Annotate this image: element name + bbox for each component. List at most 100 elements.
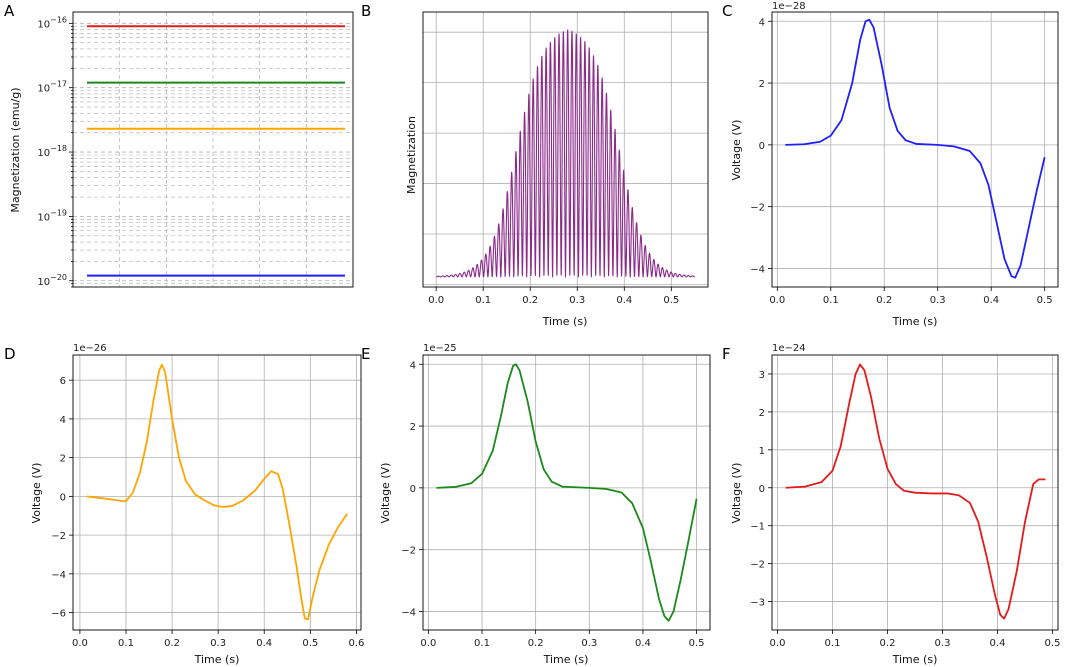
panel-e-ytick-label: 4	[410, 360, 416, 371]
panel-d-yticks: −6 −4 −2 0 2 4 6	[51, 376, 73, 620]
panel-b-series	[435, 29, 696, 278]
panel-e-xticks: 0.0 0.1 0.2 0.3 0.4 0.5	[420, 630, 705, 649]
panel-c-xtick-label: 0.3	[930, 295, 946, 306]
panel-c-label: C	[722, 2, 732, 20]
panel-c-xticks: 0.0 0.1 0.2 0.3 0.4 0.5	[769, 287, 1053, 306]
panel-e-label: E	[361, 345, 370, 363]
panel-c-series	[785, 18, 1046, 279]
panel-d-xticks: 0.0 0.1 0.2 0.3 0.4 0.5 0.6	[72, 630, 364, 649]
panel-d-xtick-label: 0.5	[302, 638, 318, 649]
panel-f-xtick-label: 0.0	[770, 638, 786, 649]
panel-c-xtick-label: 0.0	[769, 295, 785, 306]
panel-f-label: F	[722, 345, 731, 363]
panel-d-grid	[73, 355, 361, 630]
panel-c-grid	[772, 12, 1058, 287]
panel-a-ytick-label: 10−16	[37, 15, 67, 30]
panel-d-label: D	[4, 345, 16, 363]
panel-a-label: A	[4, 2, 15, 20]
panel-e-xtick-label: 0.3	[581, 638, 597, 649]
panel-b-label: B	[361, 2, 371, 20]
panel-d-ytick-label: 0	[60, 492, 66, 503]
panel-f-xtick-label: 0.5	[1045, 638, 1061, 649]
panel-c-ytick-label: −2	[750, 203, 765, 214]
panel-f-ytick-label: −3	[750, 598, 765, 609]
panel-d-xtick-label: 0.3	[210, 638, 226, 649]
panel-d-ytick-label: −2	[51, 531, 66, 542]
panel-c-yticks: −4 −2 0 2 4	[750, 17, 772, 275]
panel-e-offset: 1e−25	[423, 343, 457, 354]
panel-d-ylabel: Voltage (V)	[30, 463, 43, 524]
panel-d-xlabel: Time (s)	[194, 653, 240, 666]
panel-f-xticks: 0.0 0.1 0.2 0.3 0.4 0.5	[770, 630, 1061, 649]
panel-b-xtick-label: 0.5	[663, 295, 679, 306]
panel-f-xtick-label: 0.1	[825, 638, 841, 649]
panel-f-xtick-label: 0.2	[880, 638, 896, 649]
panel-f-ytick-label: 0	[759, 484, 765, 495]
panel-f-offset: 1e−24	[772, 343, 806, 354]
panel-d-xtick-label: 0.2	[164, 638, 180, 649]
panel-e-xtick-label: 0.5	[689, 638, 705, 649]
panel-a-ytick-label: 10−17	[37, 80, 67, 95]
panel-f-ylabel: Voltage (V)	[730, 463, 743, 524]
panel-f-xtick-label: 0.3	[935, 638, 951, 649]
panel-f-ytick-label: 1	[759, 446, 765, 457]
panel-c-xtick-label: 0.5	[1037, 295, 1053, 306]
panel-d-frame	[72, 354, 362, 631]
panel-c-ylabel: Voltage (V)	[730, 120, 743, 181]
panel-f-frame	[771, 354, 1059, 631]
panel-a-frame	[72, 11, 354, 288]
panel-c-xtick-label: 0.4	[983, 295, 999, 306]
panel-f-xtick-label: 0.4	[990, 638, 1006, 649]
panel-a: 10−16 10−17 10−18 10−19 10−20 A Magnetizatio…	[4, 2, 354, 288]
panel-d-xtick-label: 0.1	[118, 638, 134, 649]
panel-c-frame	[771, 11, 1059, 288]
panel-a-ytick-label: 10−19	[37, 208, 67, 223]
panel-d-ytick-label: 2	[60, 454, 66, 465]
panel-e-xtick-label: 0.1	[474, 638, 490, 649]
panel-f-line	[785, 363, 1046, 620]
panel-e-ytick-label: −2	[401, 546, 416, 557]
panel-d-offset: 1e−26	[73, 343, 107, 354]
panel-d-ytick-label: 6	[60, 376, 66, 387]
panel-c-ytick-label: 0	[759, 141, 765, 152]
panel-c: 0.0 0.1 0.2 0.3 0.4 0.5 −4 −2 0 2 4 1e−28 C Time …	[722, 1, 1059, 328]
panel-b-xtick-label: 0.1	[475, 295, 491, 306]
panel-c-ytick-label: −4	[750, 264, 765, 275]
panel-b: 0.0 0.1 0.2 0.3 0.4 0.5 B Time (s) Magnetizat…	[361, 2, 709, 328]
panel-b-xtick-label: 0.0	[428, 295, 444, 306]
panel-d-xtick-label: 0.6	[348, 638, 364, 649]
panel-e-ytick-label: 0	[410, 484, 416, 495]
panel-b-xtick-label: 0.3	[569, 295, 585, 306]
panel-d-ytick-label: −4	[51, 570, 66, 581]
panel-f-series	[785, 363, 1046, 620]
panel-c-line	[785, 18, 1046, 279]
panel-f-ytick-label: 2	[759, 408, 765, 419]
panel-e-xtick-label: 0.4	[635, 638, 651, 649]
panel-e-yticks: −4 −2 0 2 4	[401, 360, 423, 618]
panel-b-xtick-label: 0.4	[616, 295, 632, 306]
panel-e-series	[436, 363, 698, 622]
panel-f-yticks: −3 −2 −1 0 1 2 3	[750, 370, 772, 609]
panel-c-xlabel: Time (s)	[892, 315, 938, 328]
panel-a-ytick-label: 10−20	[37, 273, 67, 288]
panel-e-ytick-label: −4	[401, 607, 416, 618]
panel-e-grid	[423, 355, 710, 630]
panel-a-grid	[73, 12, 353, 288]
panel-f-grid	[772, 355, 1058, 630]
panel-b-xticks: 0.0 0.1 0.2 0.3 0.4 0.5	[428, 287, 679, 306]
panel-c-offset: 1e−28	[772, 1, 806, 12]
panel-b-ylabel: Magnetization	[405, 116, 418, 194]
panel-f-xlabel: Time (s)	[892, 653, 938, 666]
panel-c-xtick-label: 0.2	[876, 295, 892, 306]
panel-e-ytick-label: 2	[410, 422, 416, 433]
panel-f-ytick-label: −2	[750, 560, 765, 571]
panel-a-yticks: 10−16 10−17 10−18 10−19 10−20	[37, 15, 73, 288]
panel-f: 0.0 0.1 0.2 0.3 0.4 0.5 −3 −2 −1 0 1 2 3 1e−24 F Ti…	[722, 343, 1060, 666]
panel-d: 0.0 0.1 0.2 0.3 0.4 0.5 0.6 −6 −4 −2 0 2 4 6 1e−26 D…	[4, 343, 364, 666]
panel-b-xlabel: Time (s)	[542, 315, 588, 328]
panel-f-ytick-label: −1	[750, 522, 765, 533]
panel-e-frame	[422, 354, 711, 631]
panel-d-series	[86, 363, 348, 621]
panel-e: 0.0 0.1 0.2 0.3 0.4 0.5 −4 −2 0 2 4 1e−25 E Time …	[361, 343, 711, 666]
